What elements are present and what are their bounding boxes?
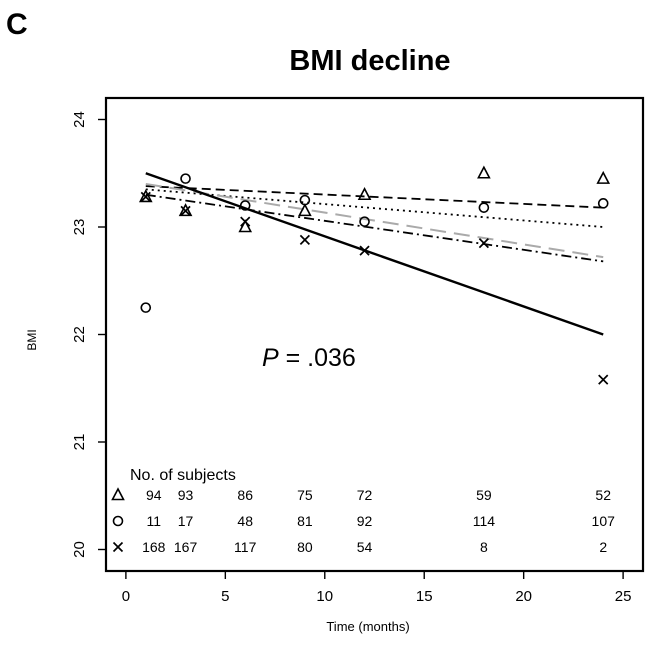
subjects-table-title: No. of subjects [130,467,236,484]
overall-fit-line-solid [145,172,604,336]
data-point-circle [239,200,251,211]
y-tick-label: 20 [71,541,88,558]
subject-count: 2 [599,539,607,555]
subject-count: 167 [174,539,198,555]
data-point-circle [140,302,152,313]
table-row-symbol-x [112,541,124,553]
overall-fit-line-longdash [145,183,604,259]
subject-count: 114 [473,513,496,529]
data-point-circle [597,198,609,209]
y-axis: 20 21 22 23 24 [71,111,106,558]
x-tick-label: 25 [615,588,632,605]
data-point-circle [180,173,191,184]
subject-count: 17 [178,513,194,529]
subject-count: 92 [357,513,373,529]
subject-count: 94 [146,487,162,503]
chart-title: BMI decline [289,45,450,77]
y-tick-label: 23 [71,219,88,236]
data-point-x [598,374,609,385]
subject-count: 59 [476,487,492,503]
data-point-x [478,238,489,249]
data-point-triangle [596,170,611,184]
data-point-x [240,216,251,227]
fit-line-x [145,193,604,263]
subject-count: 8 [480,539,488,555]
data-point-circle [359,216,370,227]
subject-count: 93 [178,487,194,503]
data-markers [138,165,611,385]
subject-count: 86 [237,487,253,503]
p-value-annotation: P = .036 [262,344,356,372]
subject-count: 11 [147,513,162,529]
x-tick-label: 15 [416,588,433,605]
subject-count: 52 [595,487,611,503]
subject-count: 48 [237,513,253,529]
subject-count: 80 [297,539,313,555]
y-tick-label: 21 [71,434,88,451]
x-axis: 0 5 10 15 20 25 [122,571,632,605]
data-point-x [140,191,151,203]
fit-line-circle [145,188,604,228]
x-tick-label: 10 [316,588,333,605]
panel-label: C [6,8,28,41]
x-axis-label: Time (months) [326,619,409,634]
subject-count: 81 [297,513,313,529]
data-point-x [299,234,310,246]
p-value-text: = .036 [279,344,356,372]
data-point-triangle [477,165,491,179]
p-value-symbol: P [262,344,279,372]
subject-count: 72 [357,487,373,503]
fit-line-triangle [145,185,604,209]
subject-count: 54 [357,539,373,555]
fit-lines [145,172,604,336]
data-point-triangle [357,187,372,201]
subjects-table: 94 93 86 75 72 59 52 11 17 48 81 92 114 107 168 167 117 8… [111,487,616,555]
subject-count: 168 [142,539,166,555]
data-point-triangle [238,219,253,233]
subject-count: 117 [234,539,257,555]
data-point-circle [299,194,311,206]
data-point-triangle [298,203,312,217]
data-point-circle [478,202,490,213]
y-tick-label: 24 [71,111,88,128]
data-point-triangle [138,189,153,203]
y-axis-label: BMI [25,329,39,350]
x-tick-label: 20 [515,588,532,605]
subject-count: 107 [592,513,616,529]
x-tick-label: 0 [122,588,130,605]
table-row-symbol-triangle [111,487,125,501]
y-tick-label: 22 [71,326,88,343]
data-point-x [359,245,370,256]
table-row-symbol-circle [112,515,124,527]
data-point-triangle [178,203,193,217]
subject-count: 75 [297,487,313,503]
x-tick-label: 5 [221,588,229,605]
data-point-x [180,205,191,216]
